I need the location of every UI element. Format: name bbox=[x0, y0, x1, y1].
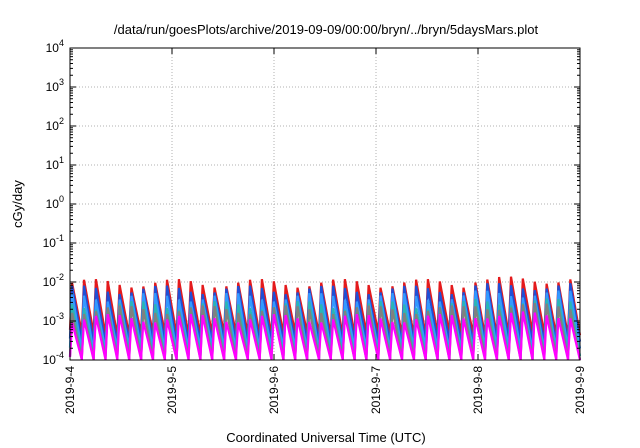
y-tick-exponent: 3 bbox=[59, 77, 64, 87]
y-axis-label: cGy/day bbox=[10, 180, 25, 228]
y-tick-exponent: 4 bbox=[59, 38, 64, 48]
series-line bbox=[68, 311, 582, 361]
y-tick-exponent: 2 bbox=[59, 116, 64, 126]
x-axis-ticks: 2019-9-4 2019-9-5 2019-9-6 2019-9-7 2019-9-8… bbox=[63, 48, 587, 414]
y-tick-exponent: 0 bbox=[59, 194, 64, 204]
y-tick-label: 103 bbox=[46, 77, 64, 94]
x-tick-label: 2019-9-4 bbox=[63, 366, 77, 414]
x-tick-label: 2019-9-5 bbox=[165, 366, 179, 414]
y-tick-label: 10-1 bbox=[43, 233, 64, 250]
y-tick-label: 10-3 bbox=[43, 311, 64, 328]
x-tick-label: 2019-9-8 bbox=[471, 366, 485, 414]
y-tick-label: 100 bbox=[46, 194, 64, 211]
x-tick-label: 2019-9-7 bbox=[369, 366, 383, 414]
chart-title: /data/run/goesPlots/archive/2019-09-09/0… bbox=[114, 22, 539, 37]
y-tick-exponent: -3 bbox=[56, 311, 64, 321]
series-group bbox=[68, 276, 582, 361]
x-tick-label: 2019-9-9 bbox=[573, 366, 587, 414]
y-tick-label: 102 bbox=[46, 116, 64, 133]
grid bbox=[70, 48, 580, 360]
y-tick-label: 10-2 bbox=[43, 272, 64, 289]
y-tick-label: 101 bbox=[46, 155, 64, 172]
y-tick-exponent: -1 bbox=[56, 233, 64, 243]
y-tick-label: 104 bbox=[46, 38, 64, 55]
x-axis-label: Coordinated Universal Time (UTC) bbox=[226, 430, 425, 445]
y-tick-exponent: -2 bbox=[56, 272, 64, 282]
y-tick-exponent: -4 bbox=[56, 350, 64, 360]
x-tick-label: 2019-9-6 bbox=[267, 366, 281, 414]
y-tick-exponent: 1 bbox=[59, 155, 64, 165]
y-tick-label: 10-4 bbox=[43, 350, 64, 367]
